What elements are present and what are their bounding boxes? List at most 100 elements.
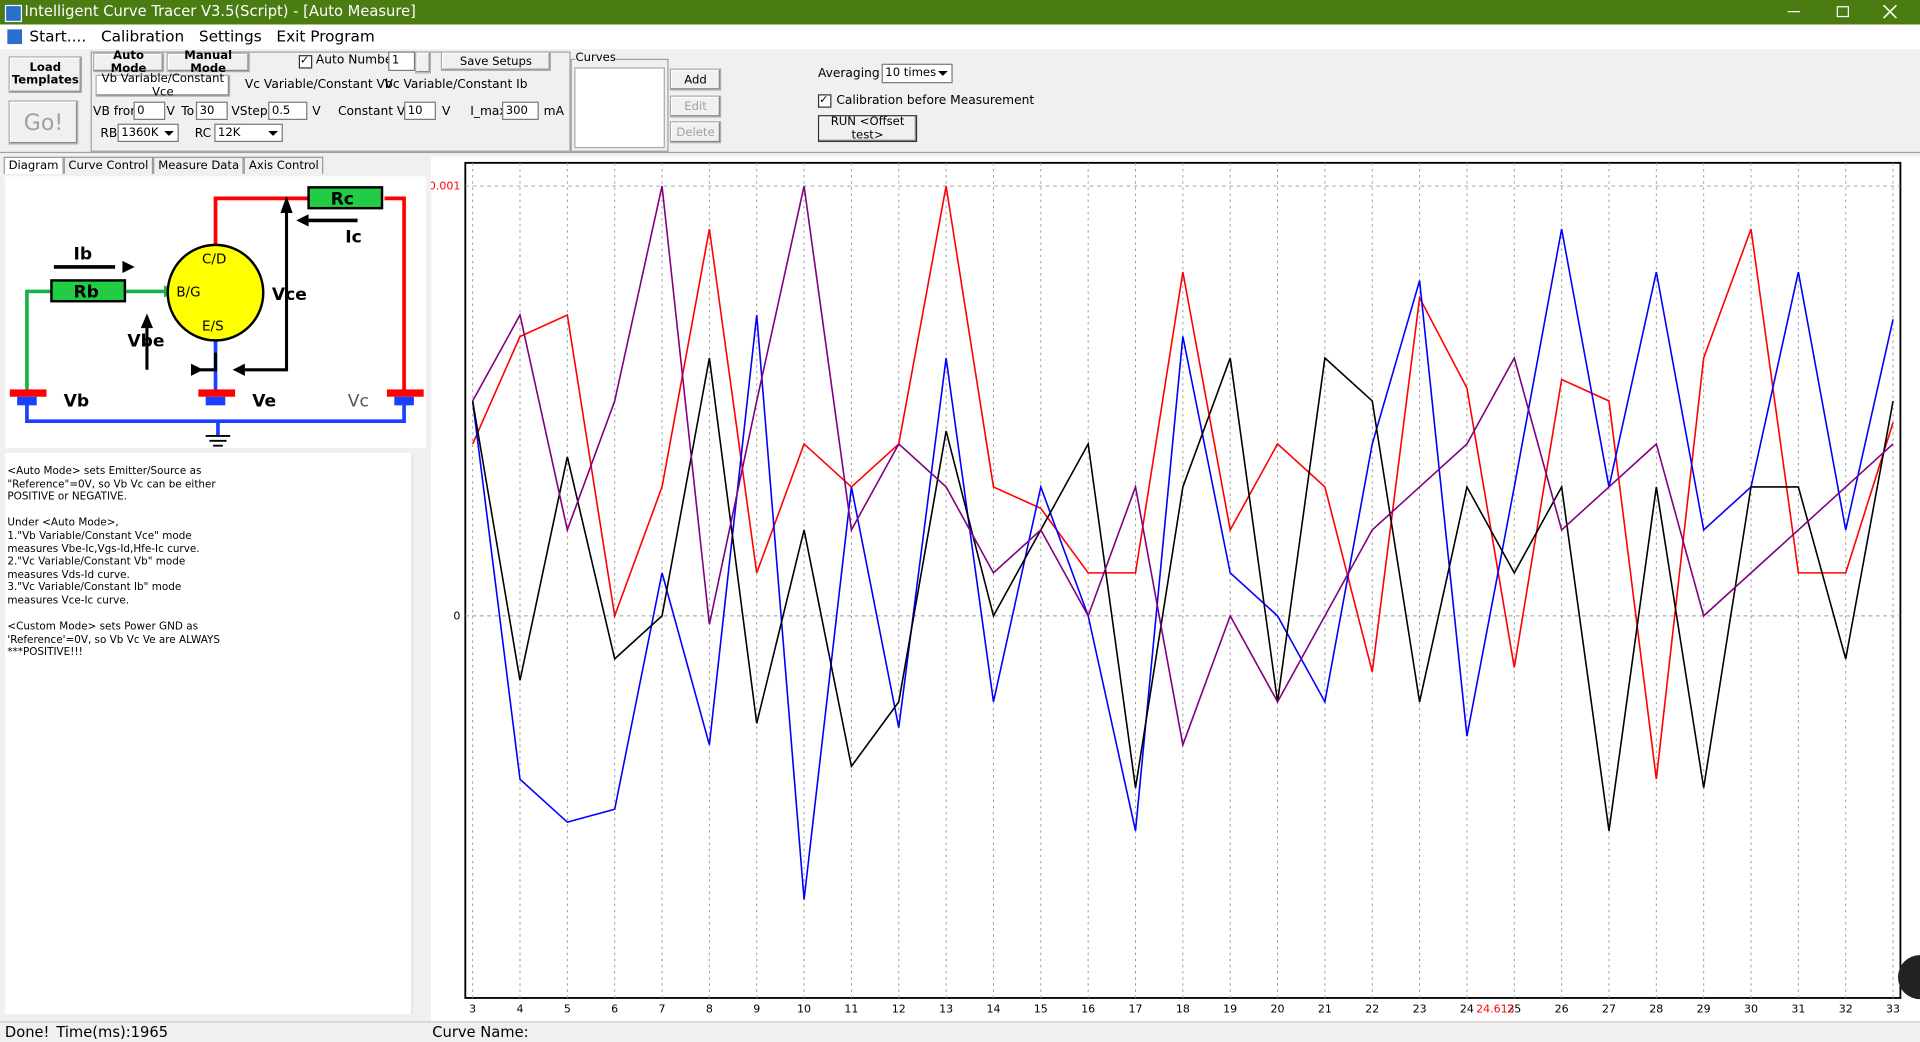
x-tick-label: 18 xyxy=(1176,1003,1190,1016)
help-line: <Auto Mode> sets Emitter/Source as xyxy=(7,465,202,478)
x-tick-label: 17 xyxy=(1128,1003,1142,1016)
help-line: "Reference"=0V, so Vb Vc can be either xyxy=(7,478,216,491)
help-line xyxy=(7,608,414,621)
x-tick-label: 21 xyxy=(1318,1003,1332,1016)
x-tick-label: 26 xyxy=(1555,1003,1569,1016)
series-line xyxy=(471,185,1894,780)
series-line xyxy=(471,356,1894,831)
unit: mA xyxy=(543,105,564,119)
setup-panel xyxy=(90,51,571,152)
y-tick-label: 0 xyxy=(453,610,460,623)
help-text: <Auto Mode> sets Emitter/Source as "Refer… xyxy=(4,453,414,1014)
x-tick-label: 33 xyxy=(1886,1003,1900,1016)
close-button[interactable] xyxy=(1883,4,1897,19)
x-tick-label: 24 xyxy=(1460,1003,1474,1016)
help-line: 1."Vb Variable/Constant Vce" mode xyxy=(7,530,192,543)
vsteps-field[interactable]: 0.5 xyxy=(268,101,308,121)
vb-from-field[interactable]: 0 xyxy=(133,101,166,121)
auto-number-field[interactable]: 1 xyxy=(388,51,416,72)
x-tick-label: 25 xyxy=(1507,1003,1521,1016)
edit-button[interactable]: Edit xyxy=(669,95,722,118)
series-line xyxy=(471,185,1894,748)
add-button[interactable]: Add xyxy=(669,68,722,91)
manual-mode-tab[interactable]: Manual Mode xyxy=(166,49,250,76)
help-line: Under <Auto Mode>, xyxy=(7,517,119,530)
help-line: <Custom Mode> sets Power GND as xyxy=(7,620,199,634)
calibration-label: Calibration before Measurement xyxy=(836,94,1035,108)
diagram-label: Vbe xyxy=(127,332,164,352)
menu-item[interactable]: Calibration xyxy=(100,26,185,46)
x-tick-label: 22 xyxy=(1365,1003,1379,1016)
x-tick-label: 30 xyxy=(1744,1003,1758,1016)
sub-tab[interactable]: Vc Variable/Constant Ib xyxy=(384,78,528,92)
x-tick-label: 12 xyxy=(892,1003,906,1016)
auto-number-checkbox[interactable]: ✓ xyxy=(298,55,313,69)
x-tick-label: 3 xyxy=(469,1003,476,1016)
sub-tab[interactable]: Vc Variable/Constant Vb xyxy=(244,78,393,92)
menu-items: Start.... Calibration Settings Exit Program xyxy=(29,27,374,45)
x-tick-label: 4 xyxy=(516,1003,523,1016)
sub-tab[interactable]: Vb Variable/Constant Vce xyxy=(95,72,231,99)
tab[interactable]: Axis Control xyxy=(243,156,324,174)
imax-field[interactable]: 300 xyxy=(502,101,539,121)
rc-combo[interactable]: 12K xyxy=(214,123,283,143)
tab[interactable]: Curve Control xyxy=(63,156,154,174)
go-button[interactable]: Go! xyxy=(8,100,79,145)
unit: V xyxy=(166,105,175,119)
x-tick-label: 8 xyxy=(706,1003,713,1016)
run-button[interactable]: RUN <Offset test> xyxy=(817,115,918,143)
x-tick-label: 10 xyxy=(797,1003,811,1016)
delete-button[interactable]: Delete xyxy=(669,121,722,144)
scroll-widget[interactable] xyxy=(1897,955,1920,1000)
x-tick-label: 16 xyxy=(1081,1003,1095,1016)
load-templates-button[interactable]: Load Templates xyxy=(8,56,83,94)
help-line: 'Reference'=0V, so Vb Vc Ve are ALWAYS xyxy=(7,633,220,647)
x-tick-label: 19 xyxy=(1223,1003,1237,1016)
menu-item[interactable]: Start.... xyxy=(29,26,87,46)
x-tick-label: 14 xyxy=(986,1003,1000,1016)
auto-mode-tab[interactable]: Auto Mode xyxy=(93,49,165,76)
minimize-button[interactable] xyxy=(1787,11,1801,13)
to-field[interactable]: 30 xyxy=(195,101,228,121)
diagram-label: Vc xyxy=(348,392,369,412)
tab[interactable]: Measure Data xyxy=(153,156,244,174)
save-setups-button[interactable]: Save Setups xyxy=(440,51,552,72)
scrollbar[interactable] xyxy=(411,453,428,1014)
curves-group xyxy=(570,58,669,152)
mdi-icon xyxy=(7,29,23,45)
curves-list[interactable] xyxy=(574,67,665,149)
rb-combo[interactable]: 1360K xyxy=(117,123,179,143)
x-tick-label: 32 xyxy=(1839,1003,1853,1016)
averaging-combo[interactable]: 10 times xyxy=(881,63,953,84)
menu-item[interactable]: Settings xyxy=(198,26,262,46)
separator xyxy=(0,151,1920,154)
constant-vce-label: Constant Vce xyxy=(337,105,420,119)
diagram-label: Vb xyxy=(64,392,90,412)
x-tick-label: 13 xyxy=(939,1003,953,1016)
help-line: measures Vbe-Ic,Vgs-Id,Hfe-Ic curve. xyxy=(7,543,200,556)
status-done: Done! xyxy=(4,1023,50,1041)
x-tick-label: 5 xyxy=(564,1003,571,1016)
cursor-label: 24.613 xyxy=(1476,1003,1515,1016)
curve-name: Curve Name: xyxy=(432,1023,529,1041)
x-tick-label: 27 xyxy=(1602,1003,1616,1016)
menu-item[interactable]: Exit Program xyxy=(276,26,375,46)
rc-label: RC xyxy=(194,127,212,141)
constant-vce-field[interactable]: 10 xyxy=(404,101,436,121)
restore-button[interactable] xyxy=(1836,6,1849,18)
x-tick-label: 11 xyxy=(844,1003,858,1016)
calibration-checkbox[interactable]: ✓ xyxy=(817,94,832,108)
spin-button[interactable] xyxy=(415,51,432,74)
vsteps-label: VSteps xyxy=(231,105,275,119)
tab[interactable]: Diagram xyxy=(3,156,64,174)
curves-label: Curves xyxy=(575,51,616,65)
unit: V xyxy=(312,105,321,119)
imax-label: I_max xyxy=(470,105,507,119)
x-tick-label: 31 xyxy=(1791,1003,1805,1016)
rb-label: RB xyxy=(100,127,118,141)
status-bar: Done! Time(ms):1965 Curve Name: xyxy=(0,1021,1920,1042)
x-tick-label: 20 xyxy=(1271,1003,1285,1016)
auto-number-label: Auto Number xyxy=(315,53,398,68)
